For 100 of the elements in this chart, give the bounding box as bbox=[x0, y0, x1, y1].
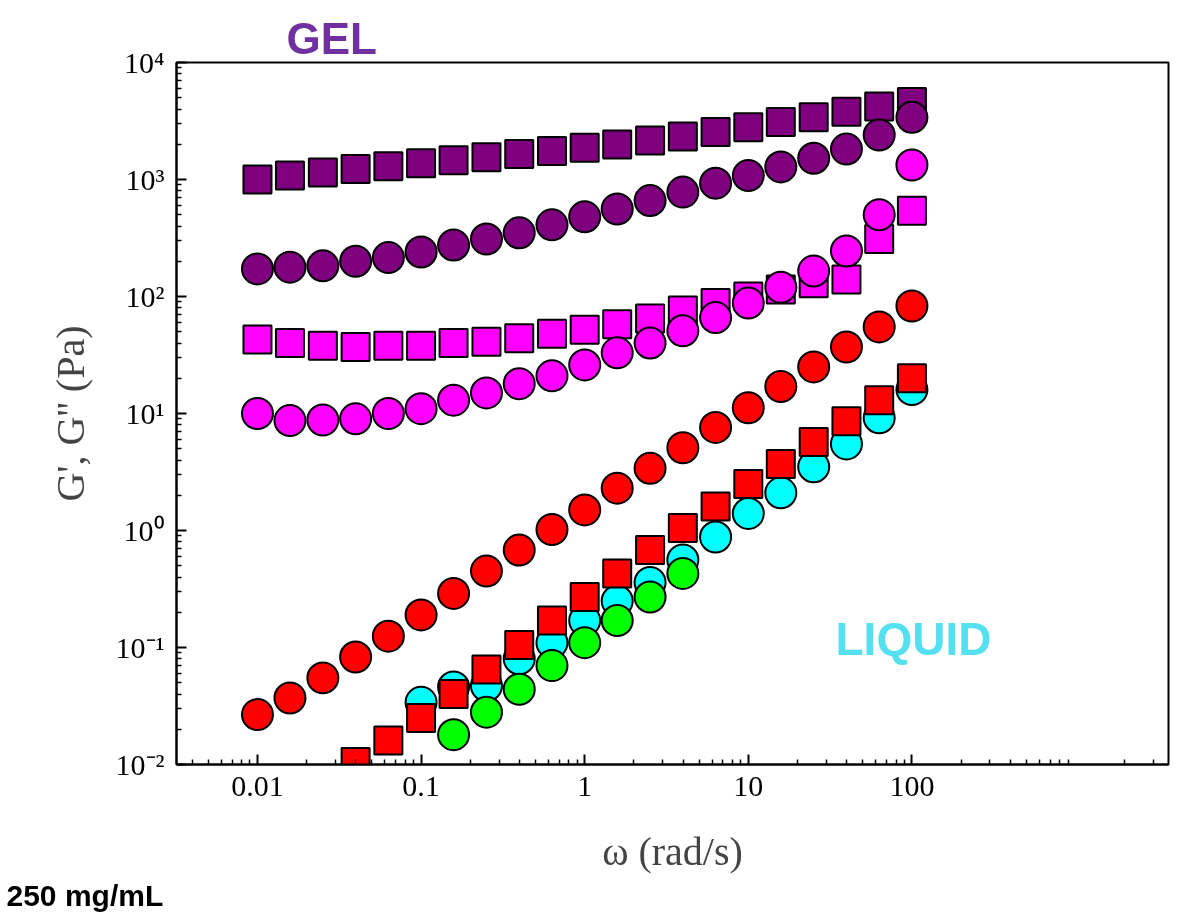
y-tick-label: 10⁴ bbox=[124, 46, 165, 79]
point bbox=[895, 289, 929, 323]
point bbox=[569, 132, 600, 163]
x-tick-label: 0.01 bbox=[231, 768, 284, 802]
x-axis-title: ω (rad/s) bbox=[602, 828, 743, 874]
point bbox=[406, 330, 437, 361]
point bbox=[471, 326, 502, 357]
y-tick-label: 10⁰ bbox=[123, 514, 165, 547]
point bbox=[829, 234, 863, 268]
point bbox=[437, 228, 471, 262]
point bbox=[764, 370, 798, 404]
point bbox=[371, 241, 405, 275]
y-tick-label: 10¹ bbox=[125, 397, 165, 430]
point bbox=[568, 200, 602, 234]
y-tick-label: 10⁻¹ bbox=[115, 631, 165, 664]
point bbox=[864, 91, 895, 122]
point bbox=[797, 350, 831, 384]
x-tick-label: 100 bbox=[889, 768, 935, 802]
point bbox=[306, 249, 340, 283]
point bbox=[371, 619, 405, 653]
point bbox=[438, 328, 469, 359]
point bbox=[307, 157, 338, 188]
y-tick-label: 10² bbox=[125, 280, 165, 313]
point bbox=[602, 309, 633, 340]
point bbox=[535, 359, 569, 393]
point bbox=[404, 235, 438, 269]
point bbox=[273, 250, 307, 284]
point bbox=[306, 661, 340, 695]
annotation: LIQUID bbox=[835, 612, 992, 665]
point bbox=[535, 513, 569, 546]
point bbox=[862, 198, 896, 232]
point bbox=[339, 640, 373, 674]
point bbox=[340, 153, 371, 184]
point bbox=[600, 192, 634, 226]
point bbox=[438, 145, 469, 176]
point bbox=[274, 328, 305, 359]
point bbox=[307, 330, 338, 361]
point bbox=[373, 330, 404, 361]
point bbox=[240, 397, 274, 430]
point bbox=[895, 148, 929, 182]
point bbox=[829, 132, 863, 166]
point bbox=[339, 402, 373, 436]
point bbox=[569, 314, 600, 345]
y-tick-label: 10³ bbox=[125, 163, 165, 196]
point bbox=[600, 336, 634, 370]
point bbox=[633, 451, 667, 485]
point bbox=[469, 222, 503, 256]
point bbox=[829, 330, 863, 364]
point bbox=[273, 681, 307, 715]
point bbox=[504, 139, 535, 170]
text: 250 mg/mL bbox=[6, 878, 164, 912]
point bbox=[536, 136, 567, 167]
point bbox=[635, 125, 666, 156]
point bbox=[667, 121, 698, 152]
y-tick-label: 10⁻² bbox=[115, 748, 165, 781]
point bbox=[862, 310, 896, 344]
point bbox=[240, 252, 274, 286]
point bbox=[240, 698, 274, 732]
point bbox=[242, 324, 273, 355]
point bbox=[469, 376, 503, 410]
point bbox=[666, 175, 700, 209]
point bbox=[504, 323, 535, 354]
y-axis-title: G', G'' (Pa) bbox=[47, 325, 93, 502]
point bbox=[536, 318, 567, 349]
point bbox=[274, 160, 305, 191]
point bbox=[831, 96, 862, 127]
point bbox=[437, 576, 471, 610]
point bbox=[666, 431, 700, 465]
point bbox=[831, 264, 862, 295]
point bbox=[273, 404, 307, 438]
x-tick-label: 1 bbox=[577, 768, 593, 802]
point bbox=[731, 159, 765, 193]
point bbox=[765, 107, 796, 138]
annotation: GEL bbox=[286, 13, 377, 63]
point bbox=[731, 391, 765, 425]
point bbox=[568, 493, 602, 527]
point bbox=[371, 397, 405, 430]
point bbox=[699, 166, 733, 200]
point bbox=[895, 100, 929, 134]
point bbox=[764, 150, 798, 184]
point bbox=[862, 118, 896, 152]
point bbox=[896, 195, 927, 226]
point bbox=[600, 471, 634, 505]
point bbox=[666, 314, 700, 348]
point bbox=[633, 184, 667, 218]
point bbox=[733, 112, 764, 143]
point bbox=[797, 141, 831, 175]
point bbox=[373, 151, 404, 182]
point bbox=[406, 148, 437, 179]
point bbox=[700, 116, 731, 147]
x-tick-label: 10 bbox=[733, 768, 764, 802]
point bbox=[699, 410, 733, 444]
point bbox=[602, 129, 633, 160]
point bbox=[699, 301, 733, 335]
point bbox=[404, 392, 438, 426]
point bbox=[340, 332, 371, 363]
x-tick-label: 0.1 bbox=[402, 768, 440, 802]
point bbox=[797, 254, 831, 288]
point bbox=[502, 533, 536, 567]
point bbox=[568, 348, 602, 382]
